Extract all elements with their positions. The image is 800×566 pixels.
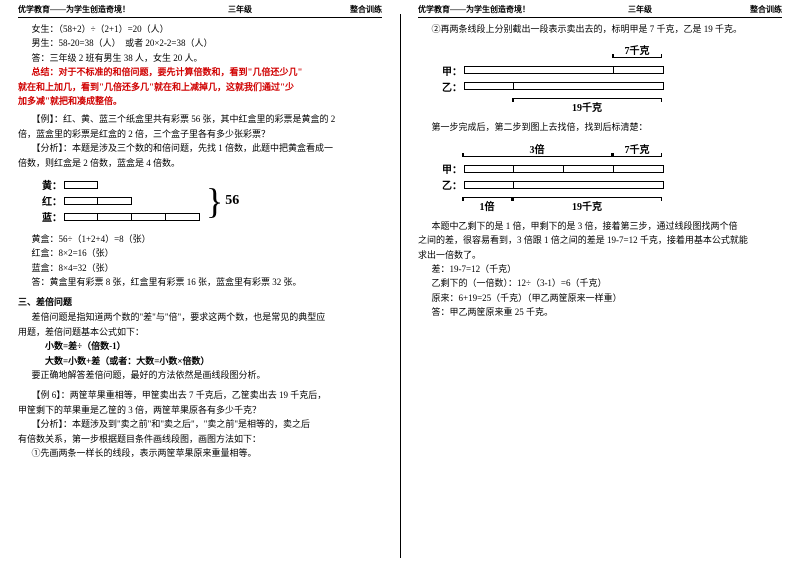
dim-label-1bei: 1倍 xyxy=(462,198,512,213)
text-line: 用题，差倍问题基本公式如下： xyxy=(18,325,382,339)
bar-label-jia: 甲： xyxy=(438,63,462,78)
bar-diagram-boxes: 黄： 红： 蓝： } 56 xyxy=(38,176,382,226)
step-line: 第一步完成后，第二步到图上去找倍，找到后标清楚： xyxy=(418,120,782,134)
answer-line: 答：黄盒里有彩票 8 张，红盒里有彩票 16 张，蓝盒里有彩票 32 张。 xyxy=(18,275,382,289)
left-page: 优学教育——为学生创造奇境！ 三年级 整合训练 女生：（58+2）÷（2+1）=… xyxy=(0,0,400,566)
example-title: 【例】：红、黄、蓝三个纸盒里共有彩票 56 张，其中红盒里的彩票是黄盒的 2 xyxy=(18,112,382,126)
bar-label-yellow: 黄： xyxy=(38,177,62,192)
summary-red: 就在和上加几，看到"几倍还多几"就在和上减掉几，这就我们通过"少 xyxy=(18,80,382,94)
analysis-line: 【分析】：本题是涉及三个数的和倍问题，先找 1 倍数，此题中把黄盒看成一 xyxy=(18,141,382,155)
header-brand: 优学教育——为学生创造奇境！ xyxy=(418,4,530,15)
bar-diagram-step1: 7千克 甲： 乙： 19千克 xyxy=(438,42,698,114)
text-line: 男生：58-20=38（人） 或者 20×2-2=38（人） xyxy=(18,36,382,50)
calc-line: 蓝盒：8×4=32（张） xyxy=(18,261,382,275)
formula-line: 大数=小数+差（或者：大数=小数×倍数） xyxy=(18,354,382,368)
dim-bracket xyxy=(512,194,662,198)
dim-bracket xyxy=(462,156,612,160)
bar-seg xyxy=(614,165,664,173)
example6-line: 甲筐剩下的苹果重是乙筐的 3 倍，两筐苹果原各有多少千克？ xyxy=(18,403,382,417)
bar-label-blue: 蓝： xyxy=(38,209,62,224)
calc-line: 红盒：8×2=16（张） xyxy=(18,246,382,260)
step-line: ①先画两条一样长的线段，表示两筐苹果原来重量相等。 xyxy=(18,446,382,460)
bar-seg xyxy=(98,197,132,205)
calc-line: 原来：6+19=25（千克）（甲乙两筐原来一样重） xyxy=(418,291,782,305)
dim-label-7kg: 7千克 xyxy=(612,42,662,57)
text-line: 答：三年级 2 班有男生 38 人，女生 20 人。 xyxy=(18,51,382,65)
analysis-line: 倍数，则红盒是 2 倍数，蓝盒是 4 倍数。 xyxy=(18,156,382,170)
analysis-line: 有倍数关系，第一步根据题目条件画线段图，画图方法如下： xyxy=(18,432,382,446)
dim-label-7kg: 7千克 xyxy=(612,141,662,156)
bar-seg xyxy=(464,165,514,173)
dim-label-19kg: 19千克 xyxy=(512,198,662,213)
bar-seg xyxy=(166,213,200,221)
bar-seg xyxy=(514,165,564,173)
bar-seg xyxy=(464,82,514,90)
dim-bracket xyxy=(462,194,512,198)
text-line: 差倍问题是指知道两个数的"差"与"倍"，要求这两个数，也是常见的典型应 xyxy=(18,310,382,324)
bar-seg xyxy=(464,66,614,74)
header-grade: 三年级 xyxy=(628,4,652,15)
text-line: 女生：（58+2）÷（2+1）=20（人） xyxy=(18,22,382,36)
text-line: 倍，蓝盒里的彩票是红盒的 2 倍，三个盒子里各有多少张彩票？ xyxy=(18,127,382,141)
brace-total: 56 xyxy=(225,193,239,209)
brace-group: } 56 xyxy=(206,185,239,217)
dim-bracket xyxy=(512,95,662,99)
calc-line: 黄盒：56÷（1+2+4）=8（张） xyxy=(18,232,382,246)
answer-line: 答：甲乙两筐原来重 25 千克。 xyxy=(418,305,782,319)
page-header-left: 优学教育——为学生创造奇境！ 三年级 整合训练 xyxy=(18,4,382,18)
bar-seg xyxy=(514,82,664,90)
step-line: ②再两条线段上分别截出一段表示卖出去的，标明甲是 7 千克，乙是 19 千克。 xyxy=(418,22,782,36)
text-line: 要正确地解答差倍问题，最好的方法依然是画线段图分析。 xyxy=(18,368,382,382)
bar-seg xyxy=(98,213,132,221)
bar-seg xyxy=(464,181,514,189)
bar-seg xyxy=(64,197,98,205)
bar-seg xyxy=(132,213,166,221)
calc-line: 差：19-7=12（千克） xyxy=(418,262,782,276)
bar-yellow xyxy=(64,181,98,189)
example6-line: 【例 6】：两筐苹果重相等，甲筐卖出去 7 千克后，乙筐卖出去 19 千克后， xyxy=(18,388,382,402)
dim-bracket xyxy=(612,57,662,61)
text-line: 之间的差，很容易看到，3 倍跟 1 倍之间的差是 19-7=12 千克，接着用基… xyxy=(418,233,782,247)
right-page: 优学教育——为学生创造奇境！ 三年级 整合训练 ②再两条线段上分别截出一段表示卖… xyxy=(400,0,800,566)
header-brand: 优学教育——为学生创造奇境！ xyxy=(18,4,130,15)
brace-icon: } xyxy=(206,185,223,217)
summary-red: 总结：对于不标准的和倍问题，要先计算倍数和，看到"几倍还少几" xyxy=(18,65,382,79)
analysis-line: 【分析】：本题涉及到"卖之前"和"卖之后"，"卖之前"是相等的，卖之后 xyxy=(18,417,382,431)
bar-label-jia: 甲： xyxy=(438,161,462,176)
bar-label-yi: 乙： xyxy=(438,177,462,192)
bar-label-red: 红： xyxy=(38,193,62,208)
summary-red: 加多减"就把和凑成整倍。 xyxy=(18,94,382,108)
bar-seg xyxy=(614,66,664,74)
header-grade: 三年级 xyxy=(228,4,252,15)
page-header-right: 优学教育——为学生创造奇境！ 三年级 整合训练 xyxy=(418,4,782,18)
header-type: 整合训练 xyxy=(350,4,382,15)
bar-label-yi: 乙： xyxy=(438,79,462,94)
bar-seg xyxy=(514,181,664,189)
bar-seg xyxy=(64,213,98,221)
text-line: 本题中乙剩下的是 1 倍，甲剩下的是 3 倍，接着第三步，通过线段图找两个倍 xyxy=(418,219,782,233)
dim-bracket xyxy=(612,156,662,160)
text-line: 求出一倍数了。 xyxy=(418,248,782,262)
calc-line: 乙剩下的（一倍数）：12÷（3-1）=6（千克） xyxy=(418,276,782,290)
bar-seg xyxy=(564,165,614,173)
bar-diagram-step2: 3倍 7千克 甲： 乙： xyxy=(438,141,698,213)
header-type: 整合训练 xyxy=(750,4,782,15)
dim-label-3bei: 3倍 xyxy=(462,141,612,156)
dim-label-19kg: 19千克 xyxy=(512,99,662,114)
section-3-title: 三、差倍问题 xyxy=(18,295,382,308)
formula-line: 小数=差÷（倍数-1） xyxy=(18,339,382,353)
